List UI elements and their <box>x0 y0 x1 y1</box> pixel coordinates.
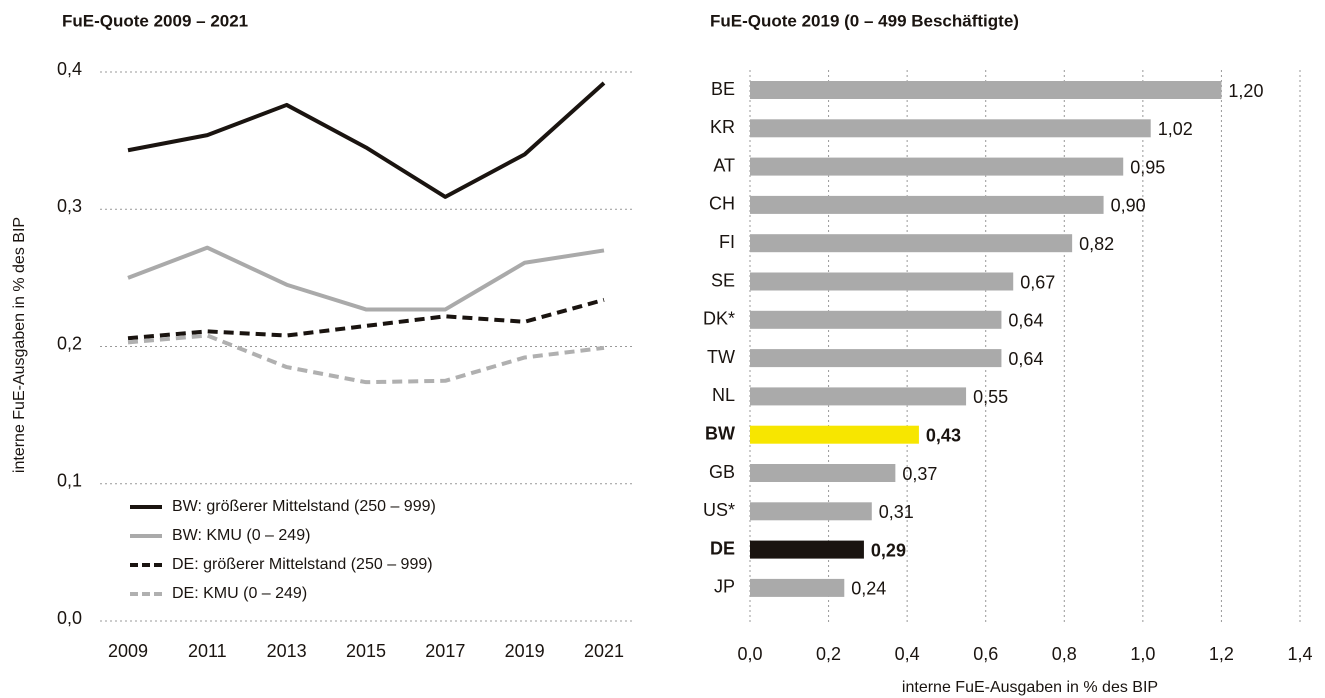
x-tick-label: 2017 <box>425 641 465 661</box>
y-tick-label: CH <box>709 194 735 214</box>
y-tick-label: US* <box>703 500 735 520</box>
x-tick-label: 1,0 <box>1130 644 1155 664</box>
x-tick-label: 2021 <box>584 641 624 661</box>
line <box>127 81 606 199</box>
data-label: 0,31 <box>879 502 914 522</box>
bar <box>750 310 1002 329</box>
line <box>127 297 605 341</box>
legend-label: DE: KMU (0 – 249) <box>172 585 307 602</box>
x-tick-label: 0,6 <box>973 644 998 664</box>
data-label: 0,95 <box>1130 157 1165 177</box>
y-tick-label: 0,1 <box>57 471 82 491</box>
bar <box>750 464 896 482</box>
bar <box>750 234 1073 253</box>
bar <box>750 349 1002 368</box>
data-label: 1,02 <box>1158 119 1193 139</box>
bar <box>750 578 845 597</box>
x-tick-label: 0,4 <box>895 644 920 664</box>
chart-title: FuE-Quote 2009 – 2021 <box>62 11 248 30</box>
x-tick-label: 2015 <box>346 641 386 661</box>
y-tick-label: 0,2 <box>57 333 82 353</box>
x-tick-label: 0,0 <box>737 644 762 664</box>
y-tick-label: FI <box>719 232 735 252</box>
data-label: 0,37 <box>902 464 937 484</box>
y-tick-label: KR <box>710 117 735 137</box>
data-label: 0,29 <box>871 540 906 560</box>
x-tick-label: 1,2 <box>1209 644 1234 664</box>
bar <box>750 119 1151 138</box>
y-tick-label: NL <box>712 385 735 405</box>
data-label: 1,20 <box>1228 81 1263 101</box>
chart-title: FuE-Quote 2019 (0 – 499 Beschäftigte) <box>710 11 1019 30</box>
bar <box>750 540 864 559</box>
x-tick-label: 0,8 <box>1052 644 1077 664</box>
bar <box>750 272 1014 291</box>
y-tick-label: JP <box>714 577 735 597</box>
data-label: 0,90 <box>1111 196 1146 216</box>
legend-label: DE: größerer Mittelstand (250 – 999) <box>172 556 433 573</box>
y-tick-label: AT <box>713 155 735 175</box>
bar <box>750 502 872 521</box>
line <box>127 333 605 385</box>
bar <box>750 195 1104 214</box>
bar <box>750 157 1124 176</box>
y-axis-label: interne FuE-Ausgaben in % des BIP <box>11 217 28 473</box>
x-tick-label: 2011 <box>188 641 227 661</box>
data-label: 0,64 <box>1008 311 1043 331</box>
bar <box>750 81 1222 99</box>
y-tick-label: SE <box>711 270 735 290</box>
x-tick-label: 0,2 <box>816 644 841 664</box>
y-tick-label: DE <box>710 538 735 558</box>
y-tick-label: DK* <box>703 309 735 329</box>
y-tick-label: GB <box>709 462 735 482</box>
x-axis-label: interne FuE-Ausgaben in % des BIP <box>902 679 1158 696</box>
y-tick-label: BW <box>705 423 735 443</box>
bar <box>750 425 919 444</box>
y-tick-label: 0,3 <box>57 196 82 216</box>
x-tick-label: 2009 <box>108 641 148 661</box>
y-tick-label: BE <box>711 79 735 99</box>
data-label: 0,67 <box>1020 272 1055 292</box>
data-label: 0,64 <box>1008 349 1043 369</box>
data-label: 0,55 <box>973 387 1008 407</box>
legend-label: BW: KMU (0 – 249) <box>172 527 310 544</box>
bar <box>750 387 967 406</box>
data-label: 0,24 <box>851 579 886 599</box>
x-tick-label: 2013 <box>267 641 307 661</box>
data-label: 0,43 <box>926 425 961 445</box>
x-tick-label: 1,4 <box>1287 644 1312 664</box>
x-tick-label: 2019 <box>505 641 545 661</box>
y-tick-label: 0,4 <box>57 59 82 79</box>
y-tick-label: 0,0 <box>57 608 82 628</box>
data-label: 0,82 <box>1079 234 1114 254</box>
line <box>127 245 605 312</box>
y-tick-label: TW <box>707 347 735 367</box>
legend-label: BW: größerer Mittelstand (250 – 999) <box>172 498 436 515</box>
